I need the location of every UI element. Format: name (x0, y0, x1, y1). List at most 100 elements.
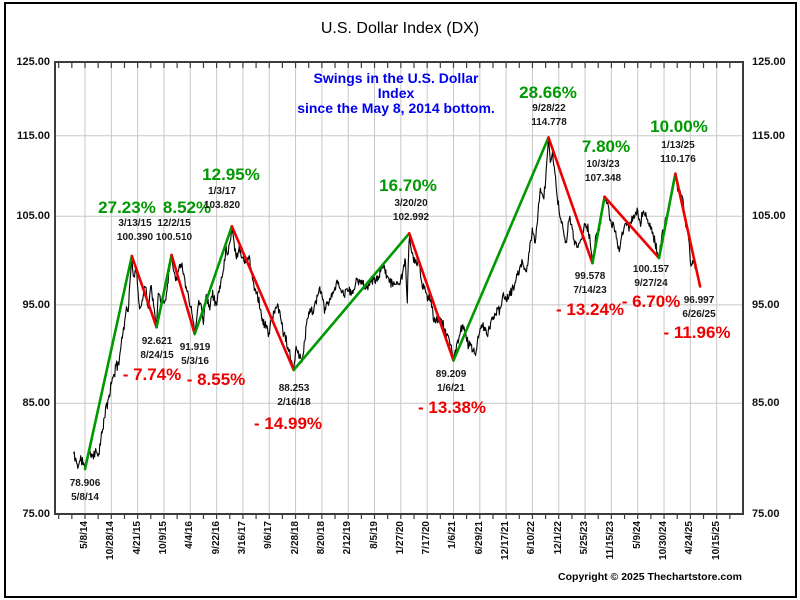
swing-line-up (292, 232, 411, 372)
x-axis-tick-label: 6/10/22 (526, 521, 537, 555)
plot-border (54, 61, 744, 515)
swing-pct-label: 12.95% (202, 165, 260, 184)
x-axis-tick-label: 1/27/20 (395, 521, 406, 555)
x-axis-tick-label: 4/21/15 (132, 521, 143, 555)
swing-point-label-line: 99.578 (574, 271, 606, 282)
x-axis-tick-label: 5/25/23 (579, 521, 590, 555)
swing-pct-label: - 8.55% (186, 370, 246, 389)
swing-pct-label: 16.70% (379, 176, 437, 195)
swing-point-label: 99.578 7/14/23 (573, 270, 606, 297)
x-axis-tick-label: 9/6/17 (263, 521, 274, 549)
y-axis-tick-label-right: 125.00 (752, 56, 786, 68)
swing-pct-label: - 13.38% (417, 398, 487, 417)
y-axis-tick-label-right: 85.00 (752, 397, 780, 409)
x-axis-tick-label: 7/17/20 (421, 521, 432, 555)
swing-point-label-line: 8/24/15 (140, 349, 174, 361)
swing-pct-label: 8.52% (162, 198, 212, 217)
y-axis-tick-label-right: 115.00 (752, 130, 786, 142)
y-axis-tick-label-left: 115.00 (16, 130, 50, 142)
x-axis-tick-label: 3/16/17 (237, 521, 248, 555)
swing-pct-label: 28.66% (519, 83, 577, 102)
swing-line-up (591, 195, 606, 265)
swing-point-label: 1/3/17 103.820 (204, 185, 240, 212)
swing-pct-label: - 11.96% (663, 323, 731, 342)
swing-point-label-line: 1/13/25 (661, 140, 695, 151)
swing-point-label: 1/13/25 110.176 (660, 139, 696, 166)
swing-point-label-line: 9/28/22 (532, 103, 566, 114)
y-axis-tick-label-right: 95.00 (752, 299, 780, 311)
swing-point-label-line: 10/3/23 (586, 159, 620, 170)
x-axis-tick-label: 5/9/24 (632, 521, 643, 549)
swing-point-label: 12/2/15 100.510 (156, 217, 192, 244)
swing-pct-label: 7.80% (581, 137, 631, 156)
x-axis-tick-label: 10/30/24 (658, 521, 669, 560)
swing-point-label-line: 100.390 (116, 231, 154, 243)
swing-line-down (230, 224, 296, 372)
x-axis-tick-label: 4/24/25 (684, 521, 695, 555)
x-axis-tick-label: 2/12/19 (342, 521, 353, 555)
swing-pct-label: - 7.74% (122, 365, 182, 384)
swing-point-label: 10/3/23 107.348 (585, 158, 621, 185)
swing-point-label-line: 91.919 (179, 342, 211, 353)
chart-title: U.S. Dollar Index (DX) (320, 20, 480, 37)
swing-point-label-line: 88.253 (278, 383, 310, 394)
swing-point-label: 91.919 5/3/16 (180, 341, 211, 368)
chart-note-line1: Swings in the U.S. Dollar Index (313, 70, 479, 101)
swing-point-label-line: 103.820 (203, 199, 241, 211)
chart-note-line2: since the May 8, 2014 bottom. (297, 100, 495, 116)
swing-point-label-line: 9/27/24 (634, 277, 668, 289)
y-axis-tick-label-left: 125.00 (16, 56, 50, 68)
swing-point-label-line: 100.157 (632, 264, 670, 275)
swing-point-label-line: 92.621 (141, 336, 173, 347)
swing-line-up (83, 254, 134, 471)
y-axis-tick-label-left: 75.00 (22, 508, 50, 520)
y-axis-tick-label-right: 105.00 (752, 210, 786, 222)
swing-point-label-line: 107.348 (584, 172, 622, 184)
x-axis-tick-label: 10/28/14 (105, 521, 116, 560)
swing-point-label: 88.253 2/16/18 (277, 382, 310, 409)
swing-point-label-line: 3/13/15 (118, 218, 152, 229)
x-axis-tick-label: 5/8/14 (79, 521, 90, 549)
swing-line-up (657, 172, 677, 260)
swing-line-down (407, 232, 455, 362)
swing-point-label-line: 1/3/17 (208, 186, 236, 197)
swing-point-label-line: 2/16/18 (277, 396, 311, 408)
x-axis-tick-label: 12/1/22 (553, 521, 564, 555)
x-axis-tick-label: 2/28/18 (290, 521, 301, 555)
swing-point-label-line: 100.510 (155, 231, 193, 243)
copyright-text: Copyright © 2025 Thechartstore.com (558, 571, 742, 583)
swing-point-label-line: 110.176 (660, 153, 696, 165)
y-axis-tick-label-right: 75.00 (752, 508, 780, 520)
swing-point-label-line: 6/26/25 (682, 308, 716, 320)
swing-point-label-line: 96.997 (683, 295, 715, 306)
swing-point-label: 9/28/22 114.778 (531, 102, 567, 129)
swing-point-label-line: 3/20/20 (394, 198, 428, 209)
swing-point-label: 78.906 5/8/14 (70, 477, 101, 504)
x-axis-tick-label: 8/20/18 (316, 521, 327, 555)
x-axis-tick-label: 1/6/21 (447, 521, 458, 549)
swing-pct-label: - 13.24% (555, 300, 625, 319)
swing-pct-label: 27.23% (98, 198, 156, 217)
x-axis-tick-label: 4/4/16 (184, 521, 195, 549)
chart-note: Swings in the U.S. Dollar Index since th… (296, 71, 496, 116)
y-axis-tick-label-left: 85.00 (22, 397, 50, 409)
swing-line-down (130, 254, 158, 329)
swing-line-up (193, 224, 234, 336)
swing-pct-label: 10.00% (650, 117, 708, 136)
swing-point-label-line: 7/14/23 (573, 284, 607, 296)
swing-point-label: 3/13/15 100.390 (117, 217, 153, 244)
swing-point-label-line: 5/3/16 (181, 355, 209, 367)
swing-line-up (155, 253, 173, 329)
x-axis-tick-label: 8/5/19 (369, 521, 380, 549)
y-axis-tick-label-left: 105.00 (16, 210, 50, 222)
swing-point-label-line: 12/2/15 (157, 218, 191, 229)
swing-point-label-line: 5/8/14 (71, 491, 99, 503)
x-axis-tick-label: 12/17/21 (500, 521, 511, 560)
swing-point-label-line: 114.778 (531, 116, 567, 128)
y-axis-tick-label-left: 95.00 (22, 299, 50, 311)
swing-point-label-line: 89.209 (435, 369, 467, 380)
swing-line-down (674, 172, 702, 288)
swing-line-down (547, 136, 594, 265)
x-axis-tick-label: 6/29/21 (474, 521, 485, 555)
